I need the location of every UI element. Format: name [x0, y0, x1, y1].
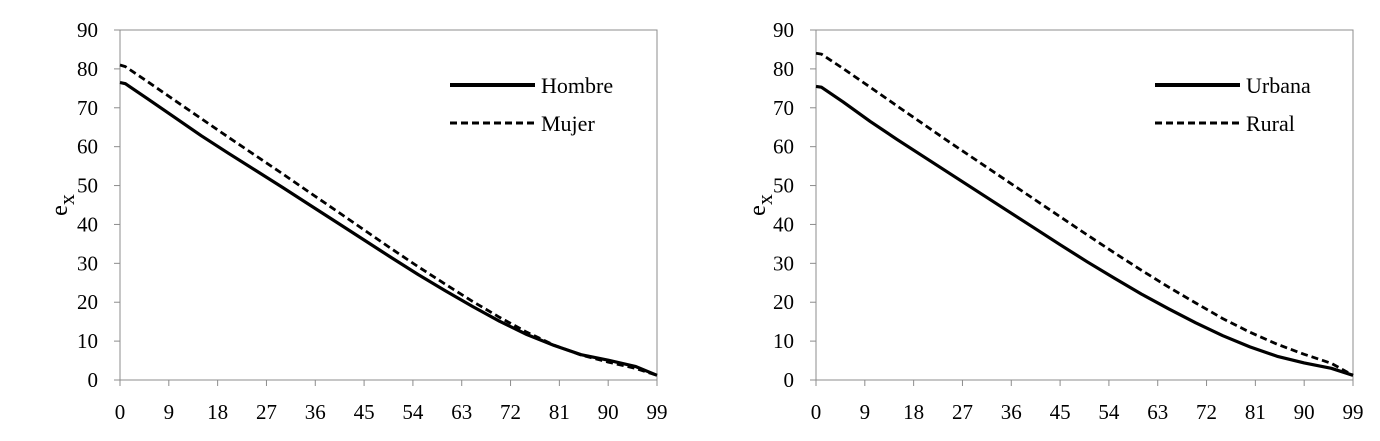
x-tick-label: 99 — [1343, 400, 1364, 424]
x-tick-label: 45 — [1050, 400, 1071, 424]
y-axis-label-subscript: x — [752, 194, 777, 205]
y-tick-label: 80 — [77, 57, 98, 81]
x-tick-label: 63 — [1147, 400, 1168, 424]
x-tick-label: 27 — [952, 400, 973, 424]
x-tick-label: 90 — [598, 400, 619, 424]
y-axis-label-subscript: x — [54, 194, 79, 205]
x-tick-label: 45 — [354, 400, 375, 424]
y-tick-label: 40 — [77, 212, 98, 236]
x-tick-label: 36 — [305, 400, 326, 424]
y-tick-label: 90 — [773, 18, 794, 42]
legend-label-urbana: Urbana — [1246, 73, 1311, 98]
x-tick-label: 27 — [256, 400, 277, 424]
y-tick-label: 40 — [773, 212, 794, 236]
y-tick-label: 60 — [77, 135, 98, 159]
legend-label-mujer: Mujer — [541, 111, 595, 136]
legend-label-hombre: Hombre — [541, 73, 613, 98]
x-tick-label: 54 — [1098, 400, 1120, 424]
plot-frame — [119, 29, 658, 381]
x-tick-label: 99 — [647, 400, 668, 424]
chart-panel-2: 0 10 20 30 40 50 60 70 80 90 0 9 18 27 36 45 54 63 72 81 90 9… — [745, 18, 1364, 424]
y-tick-label: 50 — [773, 174, 794, 198]
series-line-mujer — [119, 63, 658, 377]
y-tick-label: 50 — [77, 174, 98, 198]
y-tick-label: 30 — [773, 251, 794, 275]
y-tick-label: 0 — [784, 368, 795, 392]
y-tick-label: 80 — [773, 57, 794, 81]
y-tick-label: 10 — [77, 329, 98, 353]
x-tick-label: 9 — [164, 400, 175, 424]
series-line-urbana — [815, 84, 1354, 377]
x-tick-label: 18 — [903, 400, 924, 424]
x-tick-label: 72 — [500, 400, 521, 424]
chart-panel-1: 0 10 20 30 40 50 60 70 80 90 0 9 18 27 36 45 54 63 72 81 90 9… — [47, 18, 668, 424]
x-tick-label: 63 — [451, 400, 472, 424]
x-tick-label: 54 — [402, 400, 424, 424]
y-tick-label: 70 — [773, 96, 794, 120]
x-tick-label: 36 — [1001, 400, 1022, 424]
x-tick-label: 81 — [549, 400, 570, 424]
y-tick-label: 20 — [773, 290, 794, 314]
x-tick-label: 9 — [860, 400, 871, 424]
y-axis-label: ex — [745, 194, 777, 216]
x-tick-label: 0 — [811, 400, 822, 424]
y-tick-label: 90 — [77, 18, 98, 42]
x-tick-label: 81 — [1245, 400, 1266, 424]
y-tick-label: 60 — [773, 135, 794, 159]
y-tick-label: 30 — [77, 251, 98, 275]
legend-label-rural: Rural — [1246, 111, 1295, 136]
x-tick-label: 72 — [1196, 400, 1217, 424]
y-tick-label: 20 — [77, 290, 98, 314]
y-tick-label: 0 — [88, 368, 99, 392]
y-axis-label-main: e — [47, 205, 73, 216]
y-axis-label: ex — [47, 194, 79, 216]
series-line-rural — [815, 51, 1354, 377]
x-tick-label: 90 — [1294, 400, 1315, 424]
x-tick-label: 18 — [207, 400, 228, 424]
x-tick-label: 0 — [115, 400, 126, 424]
y-tick-label: 10 — [773, 329, 794, 353]
y-axis-label-main: e — [745, 205, 771, 216]
plot-frame — [815, 29, 1354, 381]
y-tick-label: 70 — [77, 96, 98, 120]
